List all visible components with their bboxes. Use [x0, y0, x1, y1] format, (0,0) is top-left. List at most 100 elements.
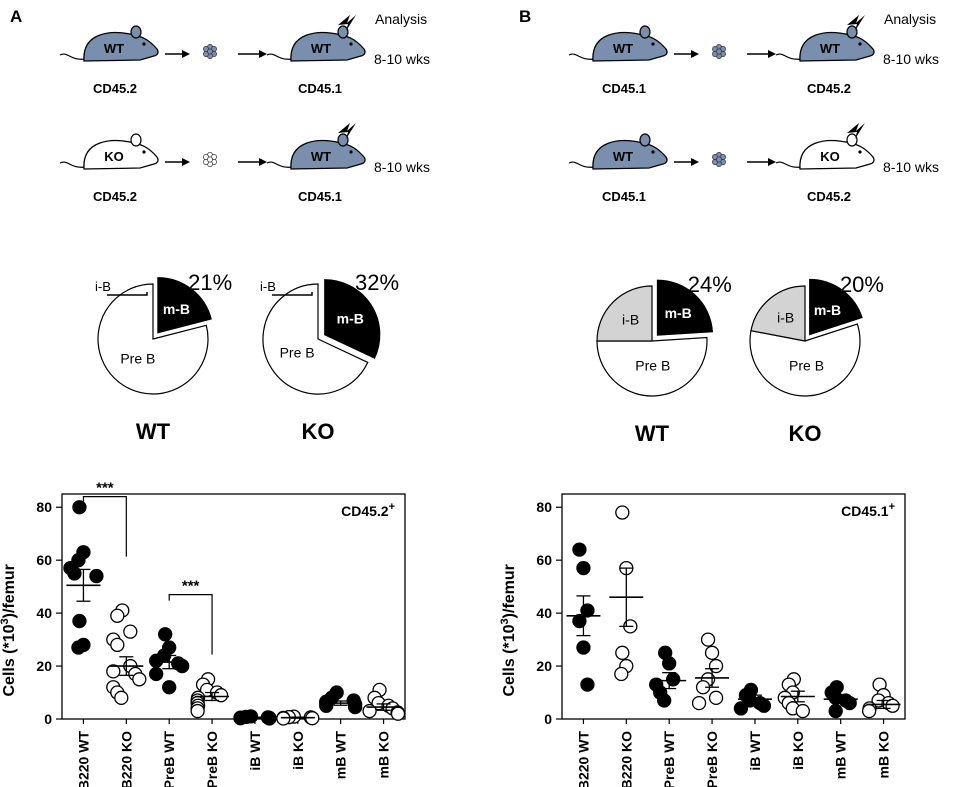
mouse-genotype-label: KO — [104, 149, 124, 164]
recipient-strain-label: CD45.1 — [298, 189, 342, 204]
arrow-head — [768, 50, 776, 58]
plot-title-text: CD45.1 — [841, 503, 889, 519]
pie-slice-preb — [749, 323, 861, 397]
y-tick-label: 20 — [36, 658, 52, 674]
transplant-scheme: Analysis WT CD45.2 WT CD45.1 8-10 wks KO CD45.2… — [59, 11, 430, 204]
pie-label-ib: i-B — [622, 312, 639, 328]
pie-chart: m-B Pre B i-B 24% WT — [596, 272, 732, 446]
pie-percent-label: 21% — [188, 270, 232, 295]
pie-slice-mb — [656, 279, 714, 336]
arrow-icon — [747, 158, 776, 166]
mouse-genotype-label: WT — [820, 41, 840, 56]
mouse-ear — [846, 25, 858, 39]
mouse-tail — [266, 161, 293, 168]
plot-title: CD45.1+ — [841, 501, 895, 519]
data-point — [795, 703, 810, 719]
mouse-icon: WT — [266, 133, 366, 170]
y-tick-label: 40 — [36, 605, 52, 621]
donor-strain-label: CD45.1 — [602, 81, 646, 96]
mouse-ear — [337, 133, 349, 147]
recipient-strain-label: CD45.1 — [298, 81, 342, 96]
data-point — [123, 624, 138, 639]
mouse-eye — [858, 150, 862, 154]
x-tick-label: mB KO — [876, 731, 892, 779]
pie-chart: m-B Pre B i-B 32% KO — [260, 270, 399, 444]
data-point — [576, 640, 591, 655]
pie-label-ib: i-B — [777, 310, 794, 326]
x-tick-label: PreB KO — [704, 731, 720, 787]
mouse-ear — [130, 25, 142, 39]
y-axis-label-text: Cells (*10 — [501, 624, 518, 696]
pie-label-mb: m-B — [814, 302, 841, 318]
pie-charts: m-B Pre B i-B 21% WT m-B Pre B i-B 32% KO — [95, 270, 399, 444]
data-point — [106, 664, 121, 679]
mouse-body — [799, 140, 875, 170]
y-axis-label-suffix: )/femur — [1, 564, 18, 618]
mouse-icon: KO — [59, 133, 159, 170]
pie-label-mb: m-B — [337, 311, 364, 327]
y-tick-label: 0 — [544, 711, 552, 727]
mouse-body — [83, 32, 159, 62]
y-tick-label: 80 — [36, 499, 52, 515]
data-point — [861, 703, 877, 719]
y-tick-label: 0 — [44, 711, 52, 727]
donor-strain-label: CD45.2 — [93, 81, 137, 96]
y-tick-label: 40 — [536, 605, 552, 621]
data-point — [114, 690, 129, 705]
mouse-tail — [568, 161, 595, 168]
pie-label-mb: m-B — [163, 301, 190, 317]
x-tick-label: B220 WT — [575, 731, 591, 787]
pie-label-ib: i-B — [95, 279, 111, 294]
recipient-strain-label: CD45.2 — [807, 81, 851, 96]
age-label: 8-10 wks — [883, 159, 939, 175]
x-tick-label: mB WT — [333, 731, 349, 780]
mouse-ear — [846, 133, 858, 147]
donor-strain-label: CD45.2 — [93, 189, 137, 204]
x-tick-label: B220 KO — [618, 731, 634, 787]
mouse-tail — [266, 53, 293, 60]
mouse-body — [290, 32, 366, 62]
data-point — [572, 542, 587, 557]
panel-letter: A — [10, 7, 22, 26]
transplant-scheme: Analysis WT CD45.1 WT CD45.2 8-10 wks WT CD45.1… — [568, 11, 939, 204]
mouse-eye — [858, 42, 862, 46]
mouse-icon: WT — [568, 133, 668, 170]
arrow-head — [768, 158, 776, 166]
scatter-plot-cd45-1: 0 20 40 60 80 Cells (*103)/femur CD45.1+ B220 W… — [499, 493, 906, 787]
data-point — [708, 690, 724, 705]
pie-genotype-label: WT — [635, 421, 670, 446]
age-label: 8-10 wks — [374, 51, 430, 67]
plot-frame — [561, 493, 906, 720]
arrow-head — [182, 158, 190, 166]
pie-label-preb: Pre B — [789, 358, 824, 374]
data-point — [319, 698, 334, 713]
x-tick-label: mB KO — [376, 731, 392, 779]
plot-title: CD45.2+ — [341, 501, 395, 519]
pie-slice-preb — [262, 283, 369, 395]
data-point — [704, 645, 720, 660]
arrow-icon — [747, 50, 776, 58]
pie-label-mb: m-B — [665, 305, 692, 321]
data-point — [662, 656, 677, 671]
y-axis-label-text: Cells (*10 — [1, 624, 18, 696]
arrow-icon — [238, 50, 267, 58]
mouse-body — [799, 32, 875, 62]
panel-a: A Analysis WT CD45.2 WT CD45.1 8-10 wks KO CD45… — [10, 7, 430, 444]
mouse-tail — [59, 161, 86, 168]
mouse-ear — [337, 25, 349, 39]
irradiation-icon — [338, 123, 356, 139]
donor-strain-label: CD45.1 — [602, 189, 646, 204]
arrow-icon — [674, 158, 699, 166]
data-point — [828, 703, 843, 719]
pie-label-preb: Pre B — [635, 358, 670, 374]
pie-label-ib: i-B — [260, 279, 276, 294]
pie-label-preb: Pre B — [280, 344, 315, 360]
data-point — [72, 500, 87, 515]
data-point — [691, 695, 707, 711]
data-point — [615, 505, 630, 520]
mouse-genotype-label: WT — [104, 41, 124, 56]
pie-charts: m-B Pre B i-B 24% WT m-B Pre B i-B 20% KO — [596, 272, 884, 446]
cell-cluster-icon — [203, 152, 217, 167]
mouse-ear — [639, 25, 651, 39]
pie-percent-label: 20% — [840, 272, 884, 297]
